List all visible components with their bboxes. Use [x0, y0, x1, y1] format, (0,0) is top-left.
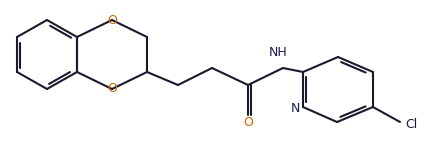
- Text: O: O: [243, 116, 253, 130]
- Text: O: O: [107, 14, 117, 27]
- Text: N: N: [290, 103, 300, 116]
- Text: NH: NH: [269, 46, 287, 60]
- Text: O: O: [107, 82, 117, 95]
- Text: Cl: Cl: [405, 117, 417, 130]
